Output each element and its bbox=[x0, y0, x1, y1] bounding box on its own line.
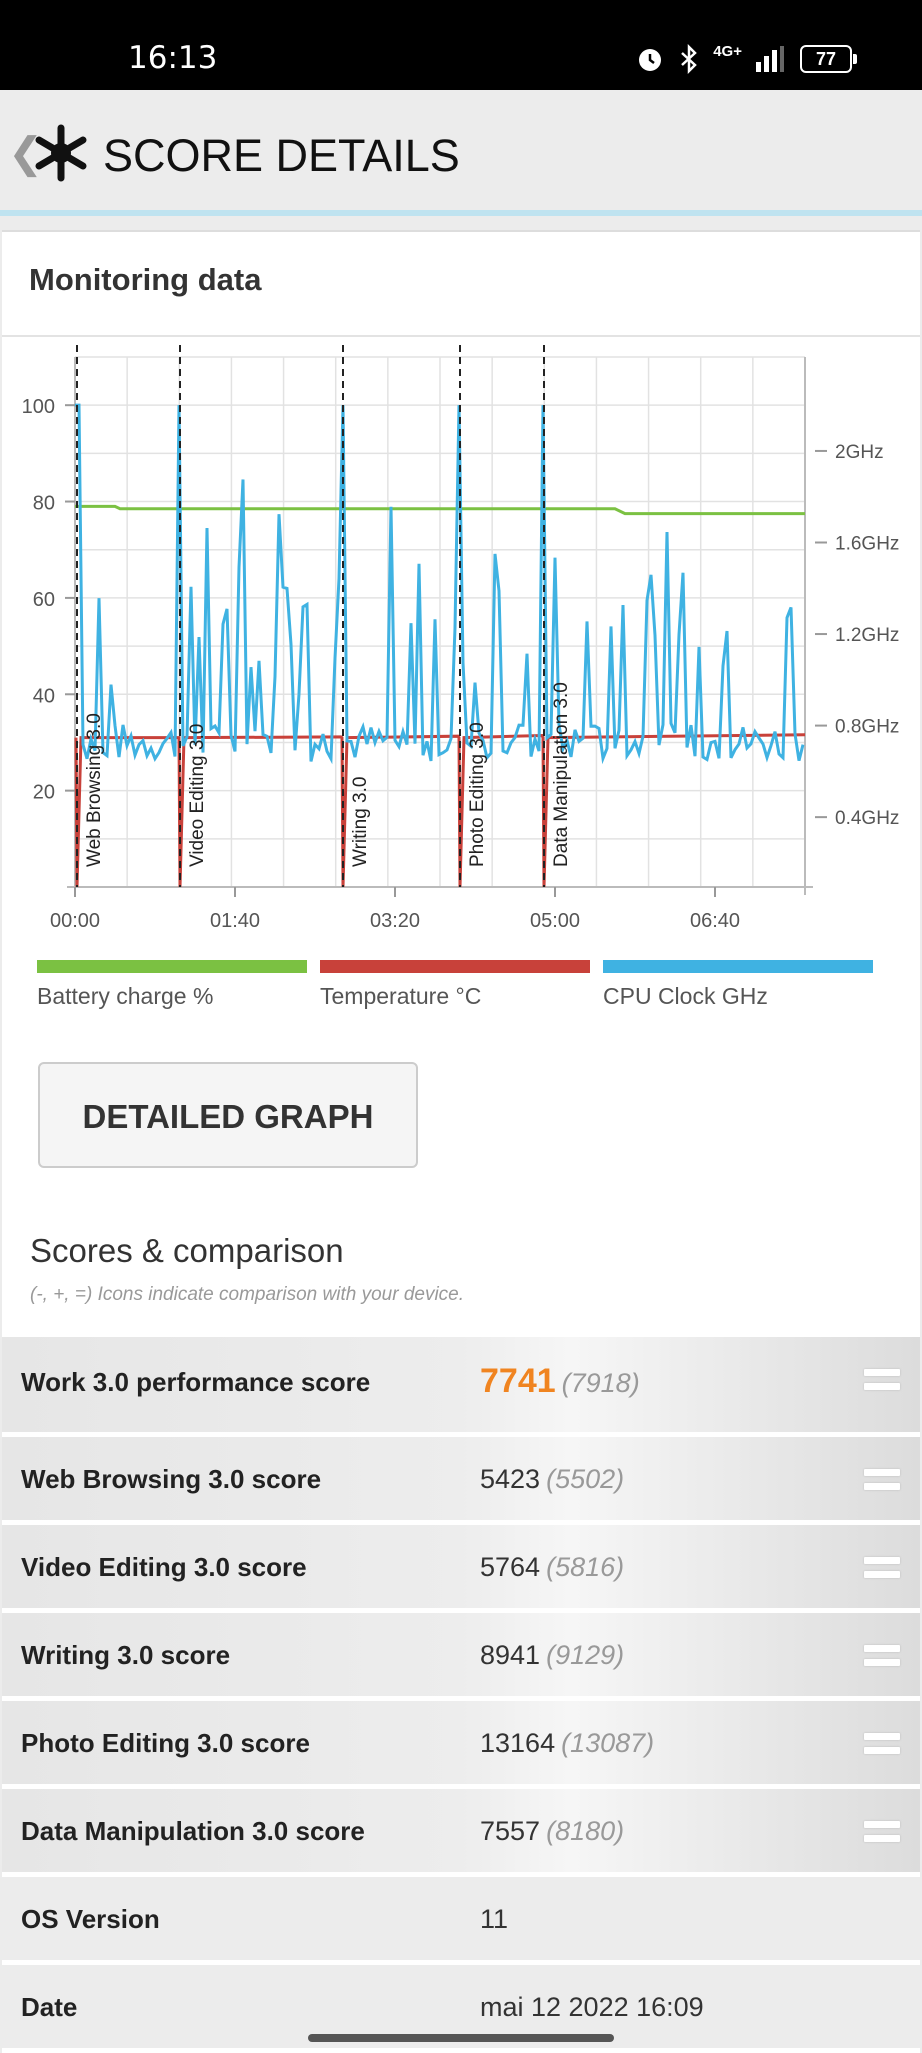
app-bar-divider bbox=[0, 210, 922, 216]
equal-icon bbox=[864, 1369, 900, 1397]
y2-tick-label: 2GHz bbox=[835, 442, 884, 463]
legend-cpu-clock: CPU Clock GHz bbox=[603, 960, 873, 1010]
y-tick-label: 60 bbox=[33, 589, 55, 611]
score-label: Photo Editing 3.0 score bbox=[21, 1728, 310, 1758]
snowflake-logo-icon bbox=[35, 124, 87, 182]
status-time: 16:13 bbox=[128, 40, 218, 76]
page-title: SCORE DETAILS bbox=[103, 130, 460, 181]
x-tick-label: 06:40 bbox=[690, 910, 740, 932]
segment-label: Photo Editing 3.0 bbox=[467, 722, 488, 867]
score-value: 5764 (5816) bbox=[480, 1552, 625, 1582]
score-value: 5423 (5502) bbox=[480, 1464, 625, 1494]
y2-tick-label: 1.2GHz bbox=[835, 625, 899, 646]
y2-tick-label: 0.8GHz bbox=[835, 717, 899, 738]
score-label: Web Browsing 3.0 score bbox=[21, 1464, 322, 1494]
segment-label: Writing 3.0 bbox=[350, 777, 371, 867]
battery-line bbox=[75, 504, 805, 516]
score-label: Writing 3.0 score bbox=[21, 1640, 231, 1670]
divider bbox=[2, 335, 920, 337]
legend-battery: Battery charge % bbox=[37, 960, 307, 1010]
y2-tick-label: 1.6GHz bbox=[835, 534, 899, 555]
os-version-label: OS Version bbox=[21, 1904, 160, 1934]
battery-icon: 77 bbox=[800, 45, 857, 73]
y-tick-label: 40 bbox=[33, 685, 55, 707]
scores-table: Work 3.0 performance score 7741 (7918) We… bbox=[2, 1337, 920, 2053]
table-row: Web Browsing 3.0 score 5423 (5502) bbox=[2, 1437, 920, 1525]
monitoring-chart: 100 80 60 40 20 2GHz 1.6GHz 1.2GHz 0.8GHz 0.4GHz… bbox=[22, 345, 899, 932]
table-row: Writing 3.0 score 8941 (9129) bbox=[2, 1613, 920, 1701]
status-bar: 16:13 4G+ 77 bbox=[0, 0, 922, 90]
network-icon: 4G+ bbox=[713, 42, 742, 60]
score-label: Data Manipulation 3.0 score bbox=[21, 1816, 365, 1846]
app-bar: ❮ SCORE DETAILS bbox=[0, 90, 922, 210]
equal-icon bbox=[864, 1645, 900, 1673]
x-tick-label: 03:20 bbox=[370, 910, 420, 932]
y-tick-label: 100 bbox=[22, 396, 55, 418]
segment-label: Data Manipulation 3.0 bbox=[551, 682, 572, 867]
details-card: Monitoring data 100 80 60 40 20 2GHz 1.6GHz 1.… bbox=[2, 230, 920, 2053]
legend-temperature: Temperature °C bbox=[320, 960, 590, 1010]
table-row: Photo Editing 3.0 score 13164 (13087) bbox=[2, 1701, 920, 1789]
signal-icon bbox=[756, 46, 784, 72]
score-value: 7557 (8180) bbox=[480, 1816, 625, 1846]
x-tick-label: 05:00 bbox=[530, 910, 580, 932]
home-indicator[interactable] bbox=[308, 2034, 614, 2042]
scores-subtitle: (-, +, =) Icons indicate comparison with… bbox=[30, 1284, 465, 1305]
score-label: Work 3.0 performance score bbox=[21, 1367, 371, 1397]
table-row: Work 3.0 performance score 7741 (7918) bbox=[2, 1337, 920, 1437]
segment-label: Video Editing 3.0 bbox=[187, 724, 208, 867]
bluetooth-icon bbox=[681, 44, 698, 74]
date-value: mai 12 2022 16:09 bbox=[480, 1992, 704, 2022]
equal-icon bbox=[864, 1469, 900, 1497]
os-version-value: 11 bbox=[480, 1904, 509, 1934]
table-row: Data Manipulation 3.0 score 7557 (8180) bbox=[2, 1789, 920, 1877]
score-label: Video Editing 3.0 score bbox=[21, 1552, 307, 1582]
y-tick-label: 20 bbox=[33, 782, 55, 804]
equal-icon bbox=[864, 1821, 900, 1849]
equal-icon bbox=[864, 1557, 900, 1585]
cpu-clock-line bbox=[75, 403, 805, 765]
date-label: Date bbox=[21, 1992, 78, 2022]
equal-icon bbox=[864, 1733, 900, 1761]
temperature-line bbox=[74, 733, 806, 888]
table-row: Video Editing 3.0 score 5764 (5816) bbox=[2, 1525, 920, 1613]
x-tick-label: 00:00 bbox=[50, 910, 100, 932]
x-tick-label: 01:40 bbox=[210, 910, 260, 932]
segment-label: Web Browsing 3.0 bbox=[84, 713, 105, 867]
y2-tick-label: 0.4GHz bbox=[835, 808, 899, 829]
monitoring-title: Monitoring data bbox=[29, 262, 262, 297]
status-icons: 4G+ 77 bbox=[635, 42, 857, 74]
detailed-graph-button[interactable]: DETAILED GRAPH bbox=[38, 1062, 418, 1168]
score-value: 8941 (9129) bbox=[480, 1640, 625, 1670]
alarm-icon bbox=[639, 49, 662, 71]
y-tick-label: 80 bbox=[33, 493, 55, 515]
score-value: 7741 (7918) bbox=[480, 1362, 640, 1400]
scores-title: Scores & comparison bbox=[30, 1232, 344, 1269]
os-version-row: OS Version 11 bbox=[2, 1877, 920, 1965]
score-value: 13164 (13087) bbox=[480, 1728, 655, 1758]
